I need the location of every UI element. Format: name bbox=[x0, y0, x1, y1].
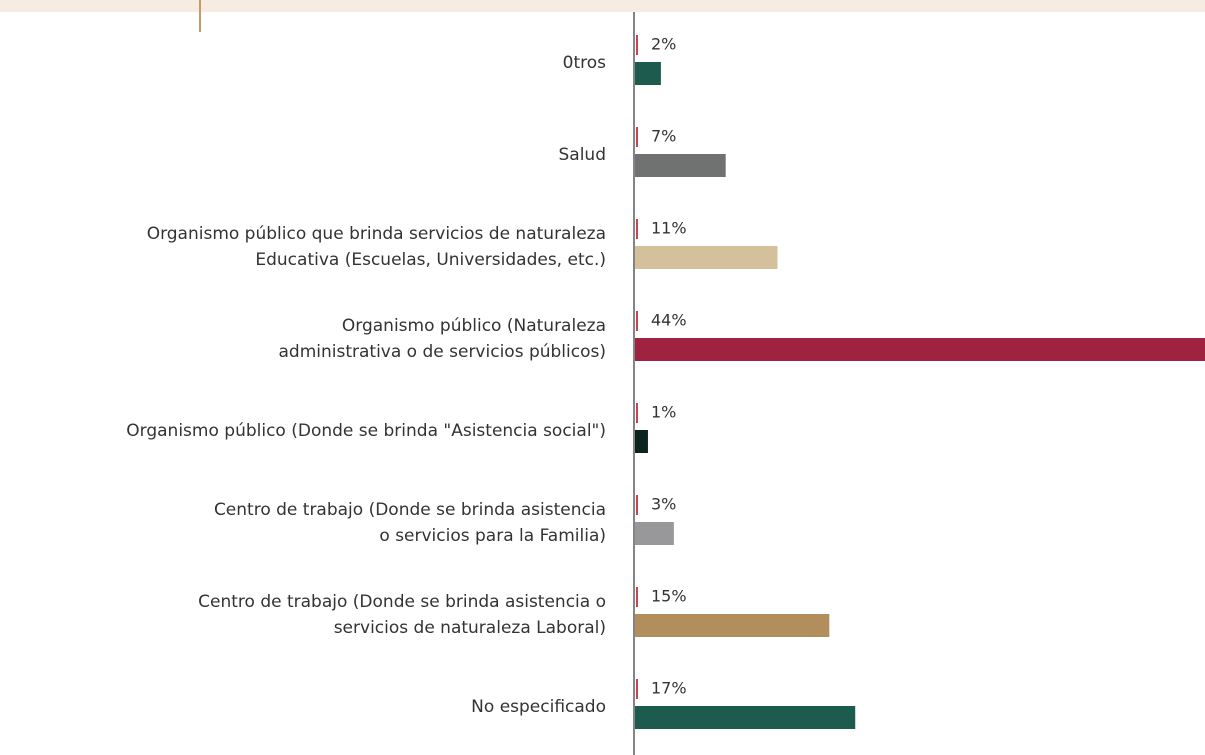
value-label: 44% bbox=[651, 311, 687, 330]
bar bbox=[635, 62, 661, 85]
category-label: Centro de trabajo (Donde se brinda asist… bbox=[198, 592, 606, 612]
bar bbox=[635, 706, 856, 729]
value-label: 17% bbox=[651, 679, 687, 698]
bar bbox=[635, 614, 830, 637]
bar bbox=[635, 154, 726, 177]
category-label: Organismo público (Naturaleza bbox=[342, 316, 606, 336]
header-band bbox=[0, 0, 1205, 12]
value-label: 7% bbox=[651, 127, 676, 146]
bar bbox=[635, 246, 778, 269]
value-label: 1% bbox=[651, 403, 676, 422]
category-label: servicios de naturaleza Laboral) bbox=[334, 618, 606, 638]
bar bbox=[635, 338, 1205, 361]
category-label: No especificado bbox=[471, 697, 606, 717]
bar bbox=[635, 522, 674, 545]
value-label: 11% bbox=[651, 219, 687, 238]
category-label: Educativa (Escuelas, Universidades, etc.… bbox=[255, 250, 606, 270]
bar bbox=[635, 430, 648, 453]
category-label: Organismo público que brinda servicios d… bbox=[147, 224, 606, 244]
category-label: 0tros bbox=[563, 53, 606, 73]
category-label: Centro de trabajo (Donde se brinda asist… bbox=[214, 500, 606, 520]
category-label: Organismo público (Donde se brinda "Asis… bbox=[126, 421, 606, 441]
value-label: 3% bbox=[651, 495, 676, 514]
category-label: administrativa o de servicios públicos) bbox=[278, 342, 606, 362]
category-label: o servicios para la Familia) bbox=[379, 526, 606, 546]
value-label: 2% bbox=[651, 35, 676, 54]
category-label: Salud bbox=[559, 145, 607, 165]
value-label: 15% bbox=[651, 587, 687, 606]
